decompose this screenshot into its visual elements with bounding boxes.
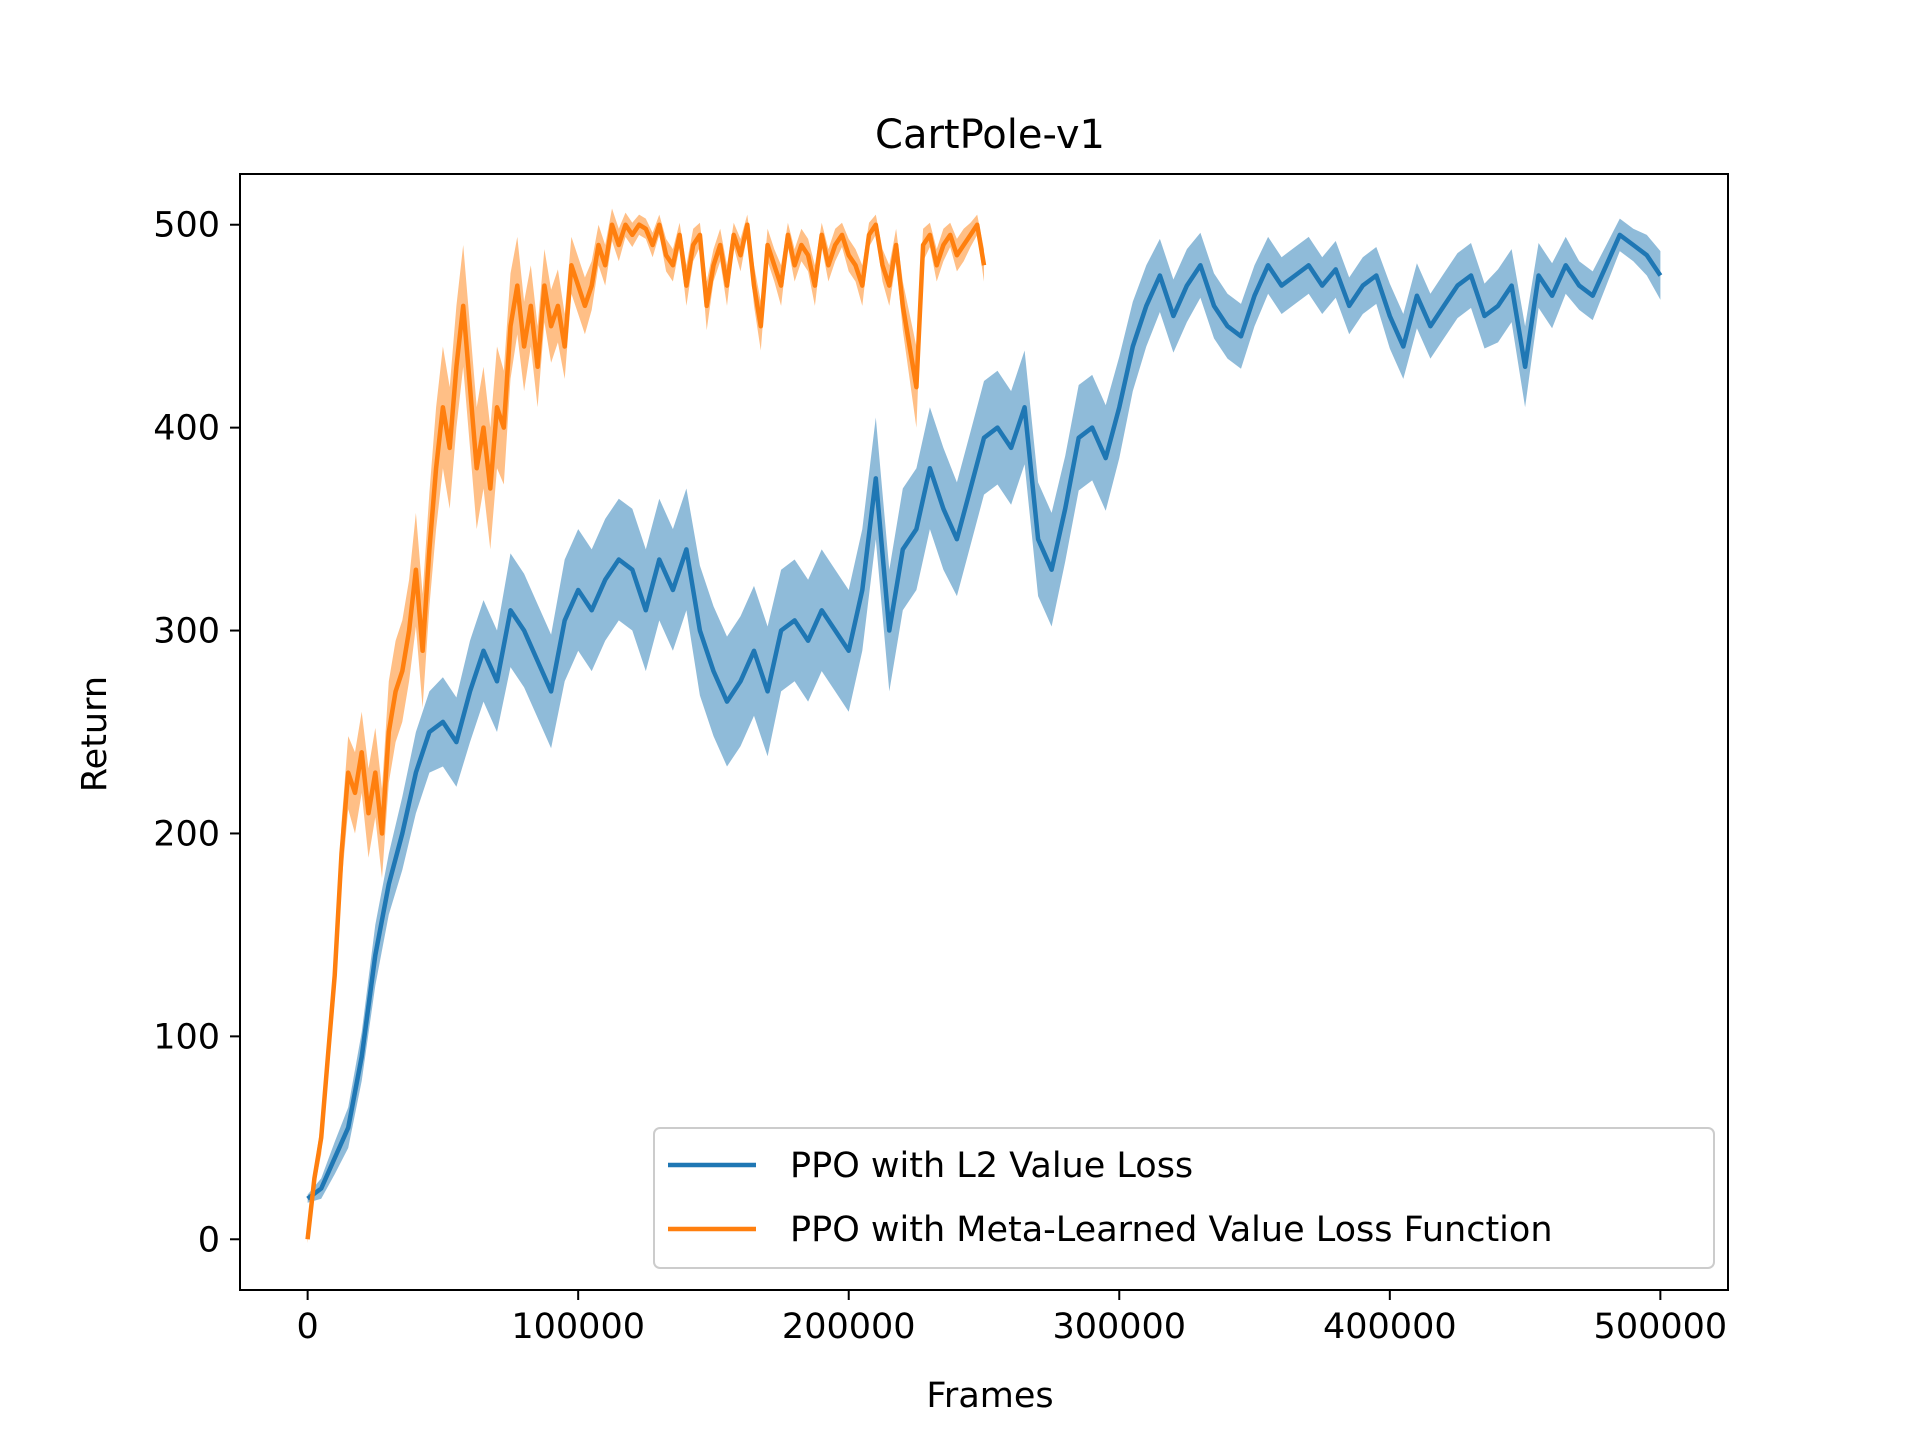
y-tick-label: 100 [153,1017,220,1057]
x-axis-label: Frames [926,1376,1053,1416]
y-tick-label: 0 [198,1220,220,1260]
x-tick-label: 300000 [1052,1307,1186,1347]
x-tick-label: 100000 [511,1307,645,1347]
series-line-meta [305,222,987,1240]
plot-area-background [240,174,1728,1290]
x-axis-ticks: 0 100000 200000 300000 400000 500000 [296,1290,1727,1347]
x-tick-label: 400000 [1323,1307,1457,1347]
y-tick-label: 500 [153,206,220,246]
legend: PPO with L2 Value Loss PPO with Meta-Lea… [653,1127,1715,1269]
legend-label-meta: PPO with Meta-Learned Value Loss Functio… [790,1210,1553,1250]
y-axis-ticks: 0 100 200 300 400 500 [153,206,240,1260]
series-line-l2 [306,232,1663,1201]
x-tick-label: 500000 [1594,1307,1728,1347]
series-lines [305,222,1663,1240]
y-axis-label: Return [75,676,115,792]
x-tick-label: 0 [296,1307,318,1347]
y-tick-label: 300 [153,612,220,652]
plot-frame [239,173,1729,1291]
legend-box [653,1127,1715,1269]
x-tick-label: 200000 [782,1307,916,1347]
y-tick-label: 200 [153,814,220,854]
series-band-l2 [307,218,1661,1203]
chart-title: CartPole-v1 [875,112,1105,158]
legend-label-l2: PPO with L2 Value Loss [790,1146,1193,1186]
y-tick-label: 400 [153,409,220,449]
